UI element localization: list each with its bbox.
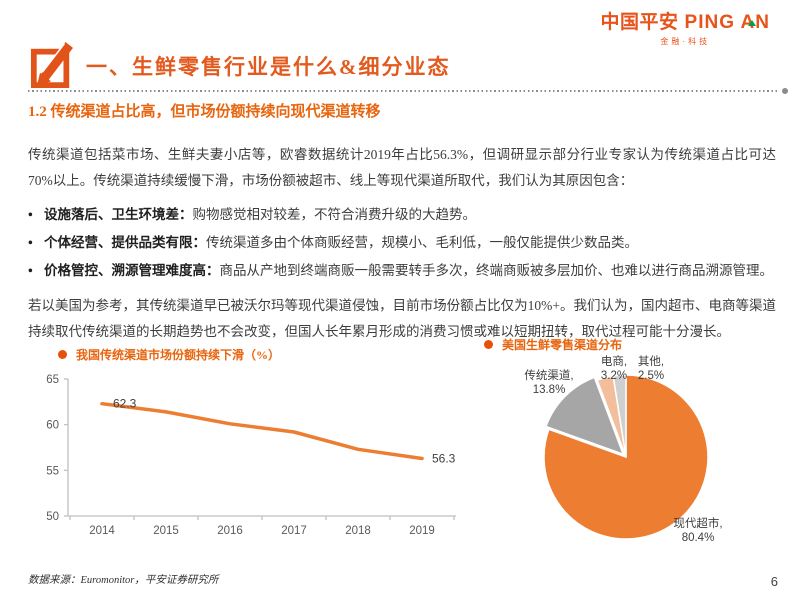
logo-en: PING AN bbox=[684, 12, 770, 33]
svg-text:60: 60 bbox=[46, 420, 59, 432]
divider-end-dot bbox=[782, 88, 788, 94]
svg-text:50: 50 bbox=[46, 511, 59, 523]
line-chart-title-row: 我国传统渠道市场份额持续下滑（%） bbox=[58, 346, 476, 363]
svg-text:56.3: 56.3 bbox=[432, 451, 456, 465]
svg-text:2018: 2018 bbox=[345, 525, 371, 537]
bullet-item: • 设施落后、卫生环境差：购物感觉相对较差，不符合消费升级的大趋势。 bbox=[28, 201, 776, 229]
svg-text:2015: 2015 bbox=[153, 525, 179, 537]
dotted-divider bbox=[28, 88, 788, 94]
pie-slice-label: 电商, 3.2% bbox=[600, 356, 628, 382]
bullet-dot: • bbox=[28, 263, 33, 278]
pie-svg bbox=[543, 374, 709, 540]
svg-text:65: 65 bbox=[46, 374, 59, 386]
chart-bullet-icon bbox=[484, 340, 493, 349]
chart-bullet-icon bbox=[58, 350, 67, 359]
section-title: 一、生鲜零售行业是什么&细分业态 bbox=[86, 55, 451, 79]
bullet-item: • 价格管控、溯源管理难度高：商品从产地到终端商贩一般需要转手多次，终端商贩被多… bbox=[28, 257, 776, 285]
line-chart: 50 55 60 65 2014 2015 2016 2017 2018 2019 62.3 56.3 bbox=[46, 374, 456, 537]
charts-row: 我国传统渠道市场份额持续下滑（%） 50 55 60 65 2014 2015 2016 20… bbox=[28, 336, 776, 565]
svg-text:2019: 2019 bbox=[409, 525, 435, 537]
line-chart-title: 我国传统渠道市场份额持续下滑（%） bbox=[76, 348, 281, 362]
bullet-item: • 个体经营、提供品类有限：传统渠道多由个体商贩经营，规模小、毛利低，一般仅能提… bbox=[28, 229, 776, 257]
data-source: 数据来源：Euromonitor，平安证券研究所 bbox=[28, 575, 219, 586]
bullet-dot: • bbox=[28, 207, 33, 222]
svg-text:2014: 2014 bbox=[89, 525, 115, 537]
slide-subtitle: 1.2 传统渠道占比高，但市场份额持续向现代渠道转移 bbox=[28, 104, 381, 120]
logo-tagline: 金融·科技 bbox=[660, 36, 711, 46]
paragraph-1: 传统渠道包括菜市场、生鲜夫妻小店等，欧睿数据统计2019年占比56.3%，但调研… bbox=[28, 147, 776, 188]
pie-chart-title-row: 美国生鲜零售渠道分布 bbox=[484, 336, 776, 353]
pie-slice-label: 现代超市, 80.4% bbox=[673, 518, 723, 544]
page-number: 6 bbox=[770, 574, 778, 589]
bullet-dot: • bbox=[28, 235, 33, 250]
line-chart-block: 我国传统渠道市场份额持续下滑（%） 50 55 60 65 2014 2015 2016 20… bbox=[28, 336, 476, 565]
svg-text:2016: 2016 bbox=[217, 525, 243, 537]
pingan-logo-text: 中国平安 PING AN bbox=[600, 12, 770, 34]
pie-chart-title: 美国生鲜零售渠道分布 bbox=[502, 338, 623, 352]
section-header: 一、生鲜零售行业是什么&细分业态 bbox=[30, 42, 451, 90]
pie-slice-label: 其他, 2.5% bbox=[637, 356, 665, 382]
svg-text:62.3: 62.3 bbox=[113, 397, 137, 411]
svg-text:55: 55 bbox=[46, 465, 59, 477]
pingan-logo: 中国平安 PING AN 金融·科技 bbox=[600, 12, 770, 47]
svg-text:2017: 2017 bbox=[281, 525, 307, 537]
logo-zh: 中国平安 bbox=[600, 12, 679, 33]
body-text: 传统渠道包括菜市场、生鲜夫妻小店等，欧睿数据统计2019年占比56.3%，但调研… bbox=[28, 142, 776, 345]
pie-chart-block: 美国生鲜零售渠道分布 现代超市, 80.4% 传统渠道, 13.8% 电商, 3.2% 其他… bbox=[476, 336, 776, 565]
bullet-text: 价格管控、溯源管理难度高：商品从产地到终端商贩一般需要转手多次，终端商贩被多层加… bbox=[44, 263, 773, 278]
bullet-text: 设施落后、卫生环境差：购物感觉相对较差，不符合消费升级的大趋势。 bbox=[44, 207, 476, 222]
logo-green-triangle-icon bbox=[748, 20, 756, 26]
pie-chart: 现代超市, 80.4% 传统渠道, 13.8% 电商, 3.2% 其他, 2.5% bbox=[476, 355, 776, 565]
bullet-list: • 设施落后、卫生环境差：购物感觉相对较差，不符合消费升级的大趋势。 • 个体经… bbox=[28, 201, 776, 285]
paragraph-2: 若以美国为参考，其传统渠道早已被沃尔玛等现代渠道侵蚀，目前市场份额占比仅为10%… bbox=[28, 298, 776, 339]
bullet-text: 个体经营、提供品类有限：传统渠道多由个体商贩经营，规模小、毛利低，一般仅能提供少… bbox=[44, 235, 638, 250]
pie-slice-label: 传统渠道, 13.8% bbox=[524, 370, 574, 396]
pencil-icon bbox=[30, 42, 74, 88]
